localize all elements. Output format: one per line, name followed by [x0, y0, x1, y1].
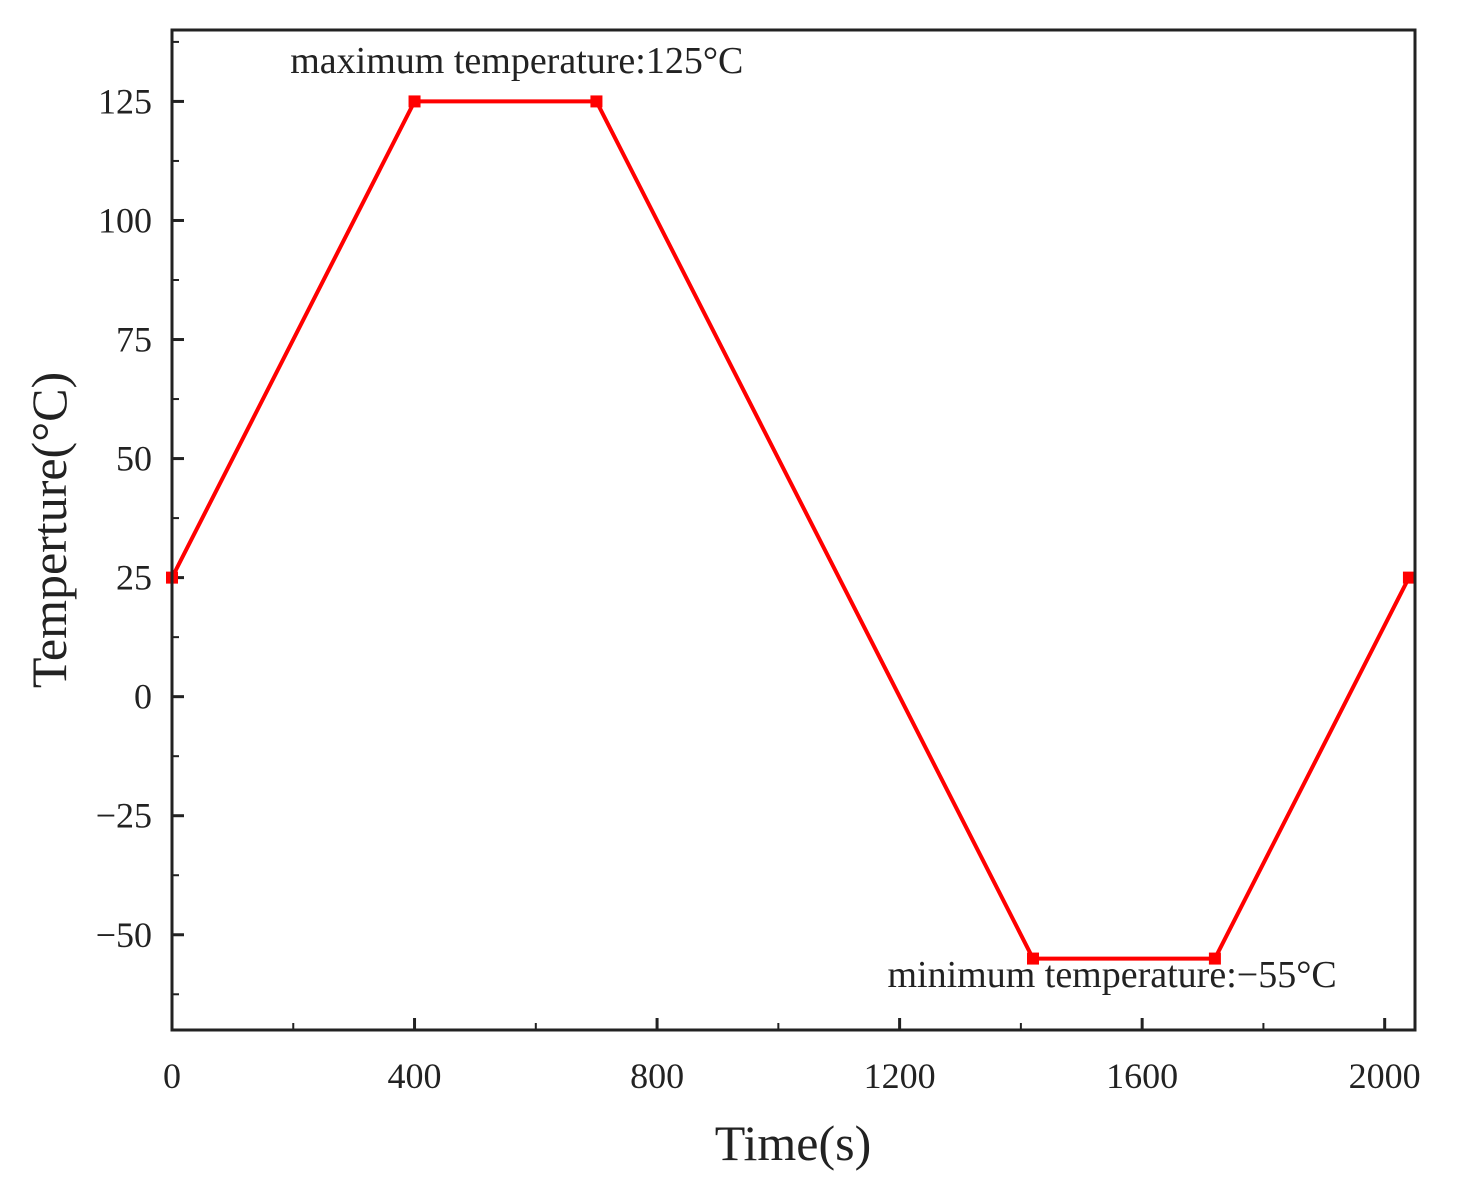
annotation-label: maximum temperature:125°C: [290, 40, 743, 82]
x-tick-label: 2000: [1349, 1056, 1421, 1096]
labels-layer: 0 400 800 1200 1600 2000 −50 −25 0 25 50 75 100 125 ma…: [96, 40, 1421, 1096]
y-tick-label: 75: [116, 320, 152, 360]
x-tick-label: 1200: [864, 1056, 936, 1096]
series-layer: [166, 95, 1415, 965]
y-tick-label: 50: [116, 439, 152, 479]
plot-frame: [170, 28, 1417, 1032]
x-axis-title: Time(s): [715, 1115, 872, 1171]
y-tick-label: −25: [96, 796, 152, 836]
data-point-marker: [1027, 952, 1040, 965]
x-tick-label: 1600: [1106, 1056, 1178, 1096]
y-tick-label: 0: [134, 677, 152, 717]
data-point-marker: [1402, 571, 1415, 584]
x-tick-label: 0: [163, 1056, 181, 1096]
data-point-marker: [408, 95, 421, 108]
annotation-label: minimum temperature:−55°C: [887, 954, 1336, 996]
y-tick-label: 25: [116, 558, 152, 598]
ticks-layer: [170, 40, 1387, 1030]
y-tick-label: −50: [96, 915, 152, 955]
series-line: [170, 99, 1411, 961]
y-tick-label: 125: [98, 81, 152, 121]
x-tick-label: 800: [630, 1056, 684, 1096]
data-point-marker: [590, 95, 603, 108]
y-axis-title: Temperture(°C): [21, 372, 77, 688]
y-tick-label: 100: [98, 200, 152, 240]
x-tick-label: 400: [388, 1056, 442, 1096]
data-point-marker: [1208, 952, 1221, 965]
